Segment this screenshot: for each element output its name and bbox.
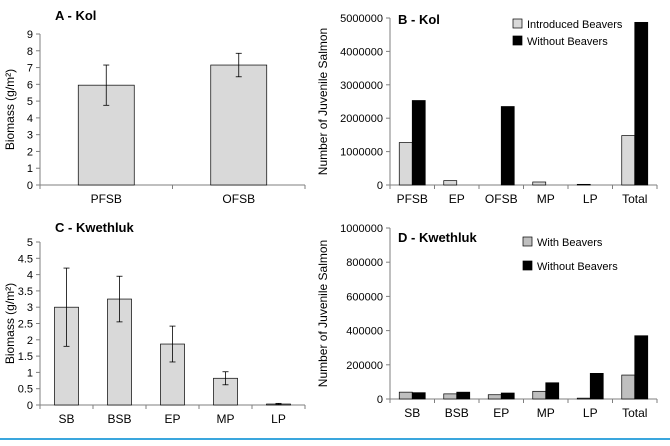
bar [532,181,547,186]
x-tick-label: OFSB [485,192,518,206]
y-tick-label: 1.5 [18,351,33,363]
y-tick-label: 2 [27,335,33,347]
y-tick-label: 1000000 [340,223,383,235]
y-tick-label: 1000000 [340,147,383,159]
bar [443,393,458,400]
y-tick-label: 6 [27,79,33,91]
chart-b: 0 1000000 2000000 3000000 4000000 5000000 Numb… [316,12,658,206]
bar [500,106,515,186]
y-tick-label: 400000 [346,326,383,338]
bar [545,382,560,400]
y-tick-label: 800000 [346,257,383,269]
x-tick-label: PFSB [91,192,122,206]
y-tick-label: 600000 [346,291,383,303]
y-tick-label: 3 [27,302,33,314]
y-tick-label: 5 [27,237,33,249]
y-axis-label: Number of Juvenile Salmon [316,240,330,387]
x-tick-label: Total [622,406,647,420]
y-tick-label: 2000000 [340,113,383,125]
bar [634,335,649,400]
legend-label: With Beavers [537,237,603,249]
y-tick-label: 4.5 [18,253,33,265]
y-tick-label: 3.5 [18,286,33,298]
legend-swatch [522,260,533,271]
y-tick-label: 0.5 [18,384,33,396]
x-tick-label: BSB [107,412,131,426]
bar [398,142,413,186]
x-tick-label: LP [583,406,598,420]
legend-swatch [512,18,523,29]
x-tick-label: PFSB [397,192,428,206]
y-tick-label: 0 [27,400,33,412]
chart-title: C - Kwethluk [55,220,134,235]
bar [621,135,636,186]
bar [589,373,604,400]
chart-c: 0 0.5 1 1.5 2 2.5 3 3.5 4 4.5 5 Biomass (g/m²) C - K… [3,220,306,426]
chart-d: 0 200000 400000 600000 800000 1000000 Number o… [316,223,658,420]
y-tick-label: 200000 [346,360,383,372]
y-tick-label: 2.5 [18,319,33,331]
y-tick-label: 4 [27,270,33,282]
legend-label: Introduced Beavers [527,19,623,31]
bar [210,64,268,186]
bar [621,374,636,400]
x-tick-label: MP [537,192,555,206]
bar [500,392,515,400]
y-axis-label: Number of Juvenile Salmon [316,28,330,175]
x-tick-label: Total [622,192,647,206]
x-tick-label: LP [271,412,286,426]
bar [443,180,458,186]
chart-title: B - Kol [398,12,440,27]
y-tick-label: 0 [377,394,383,406]
y-tick-label: 7 [27,63,33,75]
bar [576,183,591,186]
y-axis-label: Biomass (g/m²) [3,283,17,364]
chart-title: A - Kol [55,8,96,23]
legend-label: Without Beavers [537,261,618,273]
legend-swatch [522,236,533,247]
bar [576,397,591,400]
y-tick-label: 5 [27,96,33,108]
y-tick-label: 0 [27,180,33,192]
bar [398,391,413,400]
x-tick-label: BSB [445,406,469,420]
legend-label: Without Beavers [527,36,608,48]
y-tick-label: 2 [27,146,33,158]
bar [634,21,649,186]
bar [456,391,471,400]
x-tick-label: EP [493,406,509,420]
x-tick-label: SB [58,412,74,426]
y-tick-label: 3000000 [340,80,383,92]
y-tick-label: 3 [27,130,33,142]
x-tick-label: MP [537,406,555,420]
x-tick-label: LP [583,192,598,206]
x-tick-label: SB [404,406,420,420]
x-tick-label: MP [217,412,235,426]
y-tick-label: 8 [27,46,33,58]
y-tick-label: 5000000 [340,13,383,25]
x-tick-label: OFSB [222,192,255,206]
y-axis-label: Biomass (g/m²) [3,69,17,150]
bar [532,390,547,400]
y-tick-label: 9 [27,29,33,41]
y-tick-label: 4 [27,113,33,125]
y-tick-label: 0 [377,180,383,192]
bar [411,392,426,400]
bar [487,394,502,400]
y-tick-label: 4000000 [340,46,383,58]
chart-title: D - Kwethluk [398,230,477,245]
bar [411,100,426,186]
legend-swatch [512,35,523,46]
x-tick-label: EP [449,192,465,206]
y-tick-label: 1 [27,367,33,379]
chart-a: 0 1 2 3 4 5 6 7 8 9 Biomass (g/m²) A - Kol PFSB OFSB [3,8,306,206]
y-tick-label: 1 [27,163,33,175]
x-tick-label: EP [164,412,180,426]
figure-bottom-rule [0,438,670,440]
